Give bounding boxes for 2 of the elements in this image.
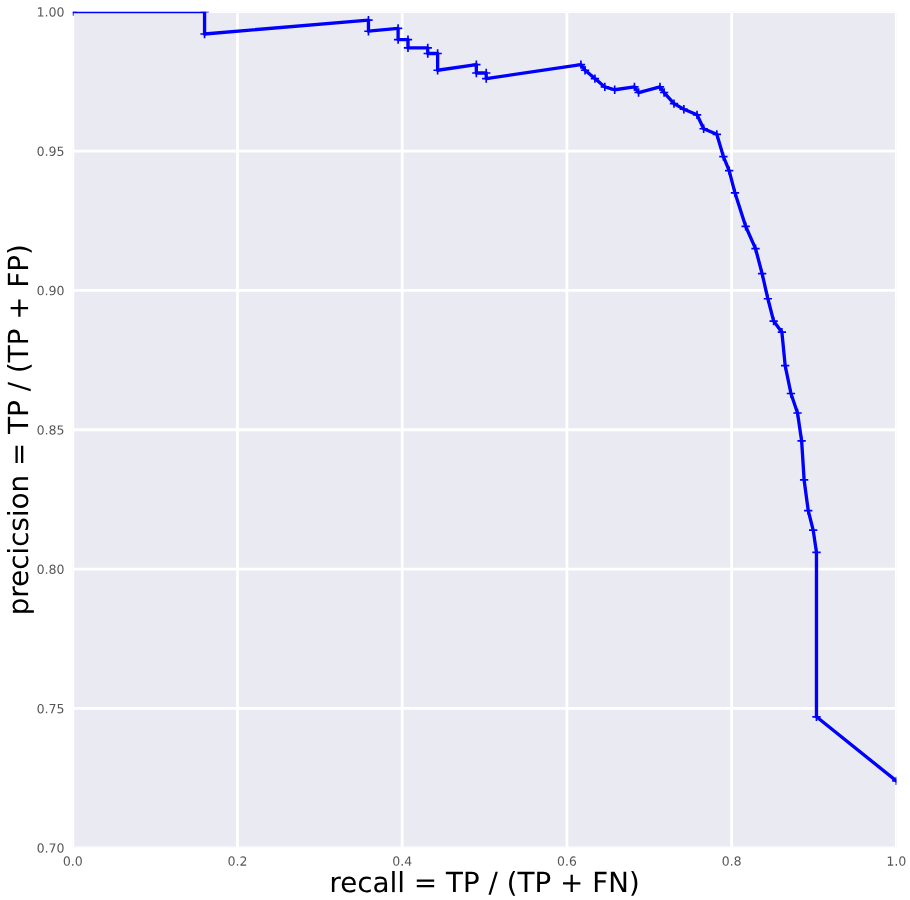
- y-axis-title: precicsion = TP / (TP + FP): [6, 246, 34, 613]
- x-axis-title: recall = TP / (TP + FN): [331, 871, 638, 896]
